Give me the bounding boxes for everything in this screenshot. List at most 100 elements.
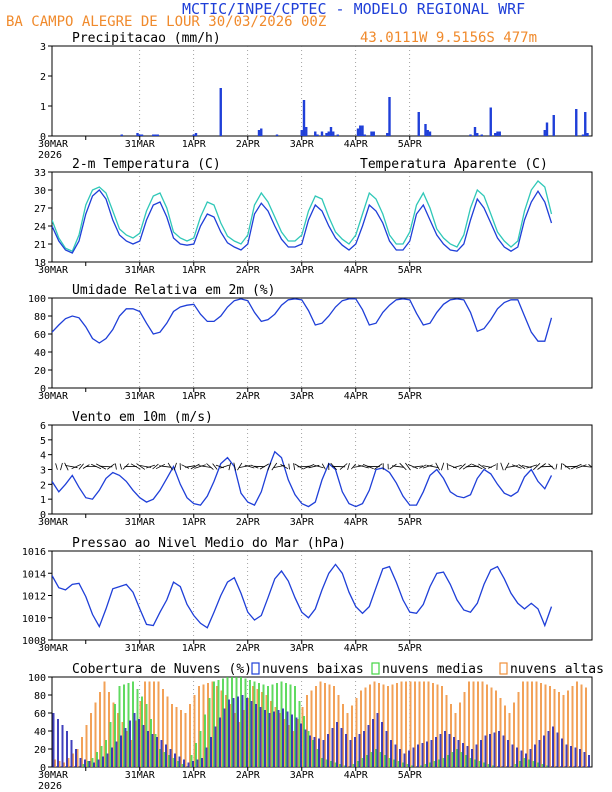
cloud-bar bbox=[481, 681, 484, 767]
cloud-bar bbox=[211, 681, 214, 767]
panel-title: Cobertura de Nuvens (%) bbox=[72, 662, 252, 677]
cloud-bar bbox=[184, 713, 187, 767]
cloud-bar bbox=[273, 711, 275, 767]
cloud-bar bbox=[264, 710, 266, 767]
wind-arrow bbox=[173, 462, 177, 471]
precip-bar bbox=[156, 134, 159, 136]
cloud-bar bbox=[336, 722, 338, 767]
cloud-bar bbox=[513, 702, 515, 767]
cloud-bar bbox=[171, 704, 173, 767]
cloud-bar bbox=[357, 761, 359, 767]
cloud-bar bbox=[301, 707, 304, 767]
wind-arrow bbox=[115, 463, 117, 470]
precip-bar bbox=[138, 134, 141, 136]
cloud-bar bbox=[249, 680, 251, 767]
x-tick-label: 1APR bbox=[182, 391, 207, 402]
y-tick-label: 1014 bbox=[22, 569, 46, 580]
y-tick-label: 1 bbox=[40, 102, 46, 113]
cloud-legend-box bbox=[499, 662, 508, 675]
panel-title: Vento em 10m (m/s) bbox=[72, 410, 213, 425]
cloud-bar bbox=[558, 692, 560, 767]
cloud-bar bbox=[291, 714, 293, 767]
x-tick-label: 5APR bbox=[398, 391, 423, 402]
cloud-bar bbox=[453, 737, 455, 767]
cloud-bar bbox=[435, 737, 437, 767]
x-tick-label: 5APR bbox=[398, 139, 423, 150]
cloud-bar bbox=[423, 681, 425, 767]
wind-arrow bbox=[60, 462, 63, 471]
cloud-bar bbox=[360, 690, 362, 767]
cloud-bar bbox=[321, 758, 323, 767]
wind-arrow bbox=[350, 463, 357, 470]
cloud-bar bbox=[541, 764, 544, 767]
wind-arrow bbox=[130, 463, 141, 470]
y-tick-label: 0 bbox=[40, 132, 46, 143]
cloud-bar bbox=[255, 704, 257, 767]
cloud-bar bbox=[306, 695, 308, 767]
cloud-bar bbox=[319, 681, 322, 767]
precip-bar bbox=[329, 127, 333, 136]
cloud-bar bbox=[240, 677, 242, 767]
x-tick-label: 1APR bbox=[182, 517, 207, 528]
cloud-bar bbox=[96, 752, 98, 767]
x-tick-label: 2APR bbox=[236, 265, 261, 276]
cloud-bar bbox=[304, 729, 307, 767]
cloud-bar bbox=[274, 707, 277, 767]
cloud-bar bbox=[367, 725, 370, 767]
cloud-bar bbox=[303, 716, 305, 767]
x-tick-label: 31MAR bbox=[125, 770, 156, 781]
cloud-bar bbox=[228, 699, 230, 767]
cloud-bar bbox=[106, 753, 109, 767]
cloud-bar bbox=[285, 683, 287, 767]
cloud-bar bbox=[90, 713, 92, 767]
wind-arrow bbox=[564, 465, 578, 468]
cloud-bar bbox=[160, 740, 163, 767]
cloud-bar bbox=[207, 683, 209, 767]
wind-arrow bbox=[71, 463, 82, 470]
precip-bar bbox=[370, 131, 373, 136]
cloud-bar bbox=[124, 728, 127, 767]
cloud-bar bbox=[420, 765, 422, 767]
wind-arrow bbox=[422, 464, 433, 469]
precip-bar bbox=[552, 115, 555, 136]
cloud-bar bbox=[297, 719, 299, 767]
cloud-bar bbox=[196, 759, 199, 767]
cloud-bar bbox=[250, 701, 253, 767]
cloud-bar bbox=[253, 681, 256, 767]
cloud-bar bbox=[162, 689, 164, 767]
wind-arrow bbox=[267, 462, 272, 471]
cloud-bar bbox=[543, 735, 545, 767]
cloud-bar bbox=[235, 677, 238, 767]
wind-arrow bbox=[155, 463, 166, 470]
cloud-bar bbox=[72, 753, 74, 767]
wind-arrow bbox=[288, 463, 290, 470]
x-tick-label: 1APR bbox=[182, 265, 207, 276]
y-tick-label: 4 bbox=[40, 451, 46, 462]
cloud-bar bbox=[105, 740, 107, 767]
x-tick-label: 1APR bbox=[182, 643, 207, 654]
cloud-bar bbox=[201, 758, 203, 767]
x-tick-label: 2APR bbox=[236, 391, 261, 402]
y-tick-label: 3 bbox=[40, 42, 46, 53]
cloud-bar bbox=[495, 690, 497, 767]
wind-arrow bbox=[206, 463, 214, 470]
cloud-bar bbox=[322, 740, 325, 767]
cloud-bar bbox=[265, 695, 268, 767]
cloud-bar bbox=[145, 704, 148, 767]
cloud-bar bbox=[556, 732, 559, 767]
cloud-bar bbox=[462, 743, 464, 767]
cloud-bar bbox=[75, 749, 77, 767]
cloud-bar bbox=[232, 698, 235, 767]
cloud-bar bbox=[450, 704, 452, 767]
wind-arrow bbox=[575, 464, 587, 469]
cloud-bar bbox=[385, 731, 388, 767]
y-tick-label: 18 bbox=[34, 258, 46, 269]
cloud-bar bbox=[403, 753, 406, 767]
cloud-bar bbox=[451, 752, 454, 767]
cloud-bar bbox=[154, 734, 157, 767]
cloud-bar bbox=[295, 717, 298, 767]
cloud-bar bbox=[529, 749, 532, 767]
cloud-bar bbox=[288, 725, 290, 767]
panel-title: Pressao ao Nivel Medio do Mar (hPa) bbox=[72, 536, 346, 551]
cloud-bar bbox=[562, 695, 565, 767]
